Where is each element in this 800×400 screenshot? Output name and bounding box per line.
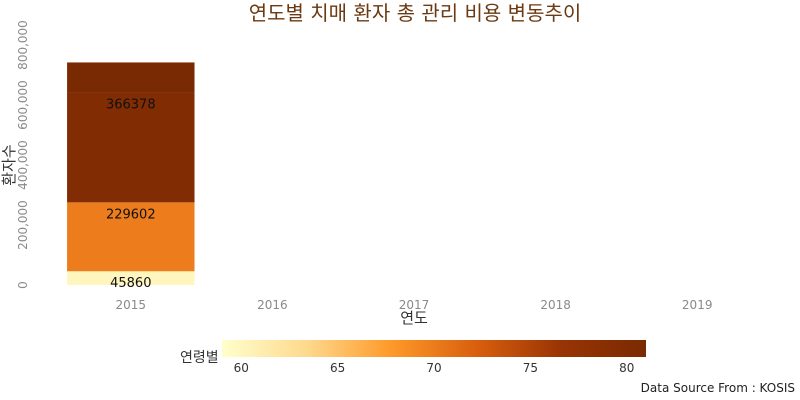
data-label: 366378 xyxy=(106,97,156,112)
colorbar-tick-label: 70 xyxy=(426,361,441,375)
y-tick-label: 400,000 xyxy=(16,140,30,190)
y-axis-ticks: 0 200,000 400,000 600,000 800,000 xyxy=(16,20,30,289)
data-labels: 45860 229602 366378 xyxy=(106,97,156,291)
bar-segments xyxy=(67,62,195,285)
chart-title: 연도별 치매 환자 총 관리 비용 변동추이 xyxy=(249,1,582,25)
colorbar-ticks: 60 65 70 75 80 xyxy=(234,361,635,375)
colorbar-tick-label: 75 xyxy=(523,361,538,375)
bar-segment xyxy=(67,271,195,285)
colorbar-label: 연령별 xyxy=(180,350,219,366)
y-tick-label: 800,000 xyxy=(16,20,30,70)
y-tick-label: 200,000 xyxy=(16,200,30,250)
bar-segment xyxy=(67,202,195,272)
x-tick-label: 2017 xyxy=(399,298,430,312)
x-axis-ticks: 2015 2016 2017 2018 2019 xyxy=(116,298,713,312)
x-axis-label: 연도 xyxy=(400,309,428,327)
colorbar-tick-label: 60 xyxy=(234,361,249,375)
x-tick-label: 2018 xyxy=(540,298,571,312)
x-tick-label: 2019 xyxy=(682,298,713,312)
bar-segment xyxy=(67,62,195,93)
y-axis-label: 환자수 xyxy=(0,144,18,185)
data-label: 229602 xyxy=(106,207,156,222)
colorbar-tick-label: 80 xyxy=(619,361,634,375)
y-tick-label: 600,000 xyxy=(16,80,30,130)
bar-segment xyxy=(67,92,195,203)
y-tick-label: 0 xyxy=(16,281,30,289)
x-tick-label: 2016 xyxy=(257,298,288,312)
x-tick-label: 2015 xyxy=(116,298,147,312)
data-source-note: Data Source From : KOSIS xyxy=(641,381,795,395)
colorbar xyxy=(222,340,646,357)
colorbar-tick-label: 65 xyxy=(330,361,345,375)
data-label: 45860 xyxy=(110,276,151,291)
